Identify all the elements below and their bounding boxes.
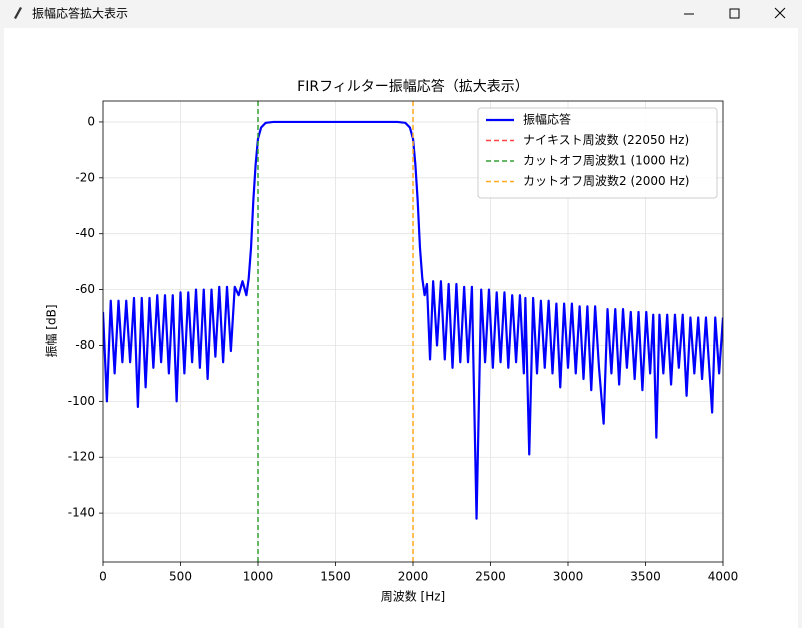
chart-title: FIRフィルター振幅応答（拡大表示） bbox=[297, 78, 529, 95]
x-tick-label: 500 bbox=[169, 570, 192, 584]
x-tick-label: 2000 bbox=[398, 570, 429, 584]
plot-area bbox=[103, 101, 723, 562]
maximize-button[interactable] bbox=[729, 8, 740, 19]
x-tick-label: 0 bbox=[99, 570, 107, 584]
legend-label: カットオフ周波数2 (2000 Hz) bbox=[523, 173, 690, 188]
x-tick-label: 4000 bbox=[708, 570, 739, 584]
legend-label: 振幅応答 bbox=[523, 112, 571, 127]
legend-label: ナイキスト周波数 (22050 Hz) bbox=[523, 132, 689, 147]
y-tick-label: -20 bbox=[75, 170, 95, 184]
response-line bbox=[103, 120, 723, 520]
y-tick-label: -120 bbox=[68, 450, 95, 464]
ticks: 0 500 1000 1500 2000 2500 3000 3500 4000 0 -20 -40 -… bbox=[68, 114, 739, 583]
x-tick-label: 3000 bbox=[553, 570, 584, 584]
app-icon bbox=[14, 7, 22, 19]
x-tick-label: 2500 bbox=[475, 570, 506, 584]
window-title: 振幅応答拡大表示 bbox=[32, 6, 128, 21]
y-tick-label: -100 bbox=[68, 394, 95, 408]
legend-label: カットオフ周波数1 (1000 Hz) bbox=[523, 153, 690, 168]
y-tick-label: -60 bbox=[75, 282, 95, 296]
legend-box bbox=[477, 107, 718, 199]
y-tick-label: -80 bbox=[75, 338, 95, 352]
y-tick-label: 0 bbox=[87, 114, 95, 128]
x-tick-label: 3500 bbox=[630, 570, 661, 584]
x-axis-label: 周波数 [Hz] bbox=[381, 589, 446, 604]
y-tick-label: -40 bbox=[75, 226, 95, 240]
y-tick-label: -140 bbox=[68, 506, 95, 520]
close-button[interactable] bbox=[774, 7, 786, 19]
x-tick-label: 1500 bbox=[320, 570, 351, 584]
title-bar bbox=[0, 0, 802, 28]
y-axis-label: 振幅 [dB] bbox=[44, 304, 59, 357]
x-tick-label: 1000 bbox=[243, 570, 274, 584]
